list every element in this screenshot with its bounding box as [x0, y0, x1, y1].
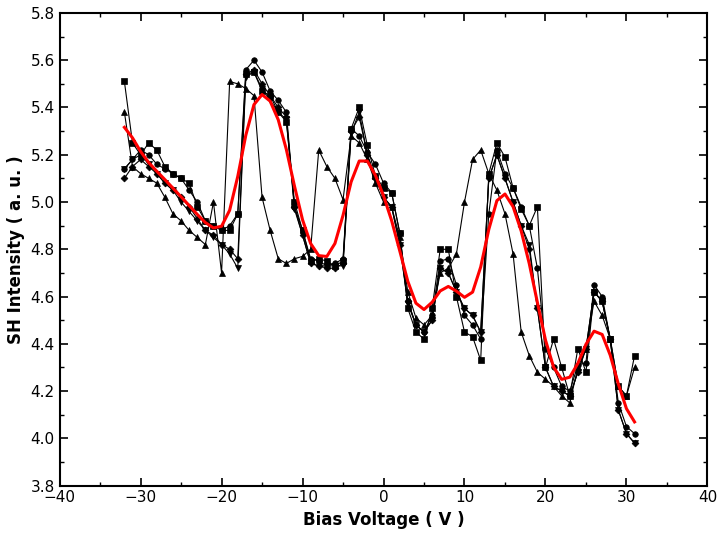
X-axis label: Bias Voltage ( V ): Bias Voltage ( V ): [303, 511, 464, 529]
Y-axis label: SH Intensity ( a. u. ): SH Intensity ( a. u. ): [7, 155, 25, 344]
